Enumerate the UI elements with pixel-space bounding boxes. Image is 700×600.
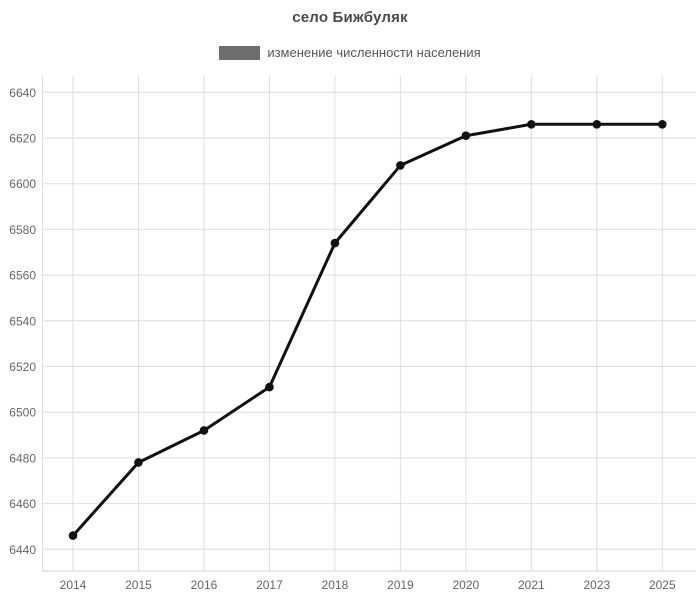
x-axis-tick-label: 2021	[518, 578, 545, 592]
x-axis-tick-label: 2018	[322, 578, 349, 592]
chart-title: село Бижбуляк	[292, 9, 408, 26]
data-point	[199, 426, 209, 435]
data-point	[330, 238, 340, 248]
data-point	[396, 161, 405, 170]
x-axis-tick-label: 2016	[191, 578, 218, 592]
x-axis-tick-label: 2015	[125, 578, 152, 592]
data-point	[134, 458, 143, 467]
x-axis-tick-label: 2017	[256, 578, 283, 592]
y-axis-tick-label: 6520	[9, 360, 36, 374]
data-point	[68, 531, 78, 540]
y-axis-tick-label: 6640	[9, 86, 36, 100]
data-point	[461, 131, 471, 141]
legend: изменение численности населения	[0, 45, 700, 60]
y-axis-tick-label: 6460	[9, 497, 36, 511]
x-axis-tick-label: 2014	[60, 578, 87, 592]
y-axis-tick-label: 6480	[9, 451, 36, 465]
data-point	[592, 119, 602, 129]
x-axis-tick-label: 2020	[453, 578, 480, 592]
legend-swatch	[219, 45, 261, 60]
y-axis-tick-label: 6500	[9, 406, 36, 420]
y-axis-tick-label: 6540	[9, 314, 36, 328]
data-point	[527, 119, 536, 129]
x-axis-tick-label: 2019	[387, 578, 414, 592]
y-axis-tick-label: 6620	[9, 132, 36, 146]
y-axis-tick-label: 6600	[9, 177, 36, 191]
y-axis-tick-label: 6580	[9, 223, 36, 237]
y-axis-tick-label: 6560	[9, 269, 36, 283]
legend-label: изменение численности населения	[267, 45, 481, 60]
x-axis-tick-label: 2025	[649, 578, 676, 592]
data-point	[658, 119, 667, 129]
data-line	[71, 122, 664, 538]
x-axis-tick-label: 2023	[583, 578, 610, 592]
y-axis-tick-label: 6440	[9, 543, 36, 557]
data-point	[265, 382, 274, 392]
